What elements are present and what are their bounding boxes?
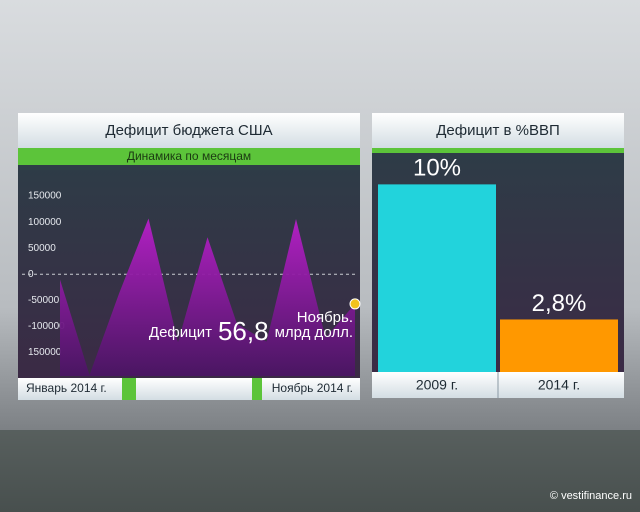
bar [378, 184, 496, 372]
y-tick-label: 50000 [28, 243, 56, 254]
annotation-part: Дефицит [149, 324, 212, 341]
y-tick-label: -50000 [28, 295, 60, 306]
subheader-bar [372, 148, 624, 153]
annotation-part: млрд долл. [275, 324, 353, 341]
y-tick-label: 150000 [28, 191, 62, 202]
watermark: © vestifinance.ru [550, 490, 632, 502]
value-label: 2,8% [532, 290, 587, 317]
chart-title: Дефицит в %ВВП [436, 122, 560, 139]
chart-subtitle: Динамика по месяцам [127, 149, 251, 163]
x-tick-label: Январь 2014 г. [26, 381, 107, 395]
bar [500, 319, 618, 372]
y-tick-label: 150000 [28, 347, 62, 358]
annotation: Ноябрь. [297, 309, 353, 326]
annotation-part: 56,8 [218, 316, 269, 346]
subheader-bar [18, 148, 360, 165]
x-tick-label: 2014 г. [538, 377, 580, 393]
value-label: 10% [413, 155, 461, 182]
chart-title: Дефицит бюджета США [105, 122, 272, 139]
header-bar [18, 113, 360, 148]
y-tick-label: 100000 [28, 217, 62, 228]
accent [252, 378, 262, 400]
x-tick-label: Ноябрь 2014 г. [272, 381, 353, 395]
annotation: Дефицит 56,8 млрд долл. [149, 316, 353, 346]
x-tick-label: 2009 г. [416, 377, 458, 393]
header-bar [372, 113, 624, 148]
point [349, 298, 361, 310]
accent [122, 378, 136, 400]
floor [0, 430, 640, 512]
footer-bar [18, 378, 360, 400]
y-tick-label: -100000 [28, 321, 65, 332]
area [60, 218, 355, 376]
